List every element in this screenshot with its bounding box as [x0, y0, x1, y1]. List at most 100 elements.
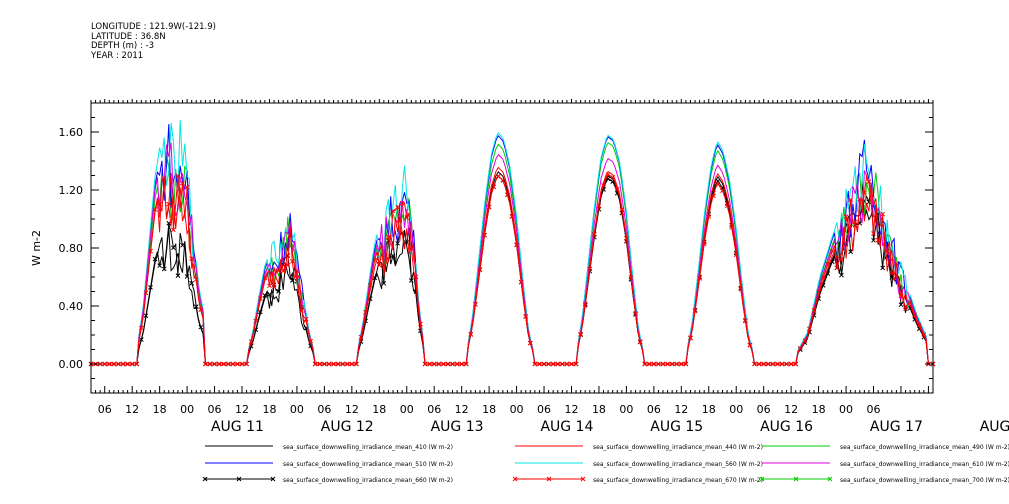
series-marker-6 — [184, 274, 190, 279]
series-marker-7 — [669, 361, 675, 367]
series-marker-7 — [532, 361, 538, 367]
series-marker-7 — [239, 361, 245, 367]
series-marker-7 — [546, 361, 551, 367]
x-tick-label: 18 — [592, 403, 606, 416]
legend-label: sea_surface_downwelling_irradiance_mean_… — [840, 461, 1009, 468]
series-marker-7 — [138, 325, 144, 331]
series-marker-7 — [747, 342, 753, 348]
series-marker-6 — [152, 256, 158, 262]
series-marker-6 — [408, 278, 414, 283]
series-marker-7 — [921, 332, 927, 337]
series-marker-7 — [610, 174, 616, 180]
series-marker-7 — [578, 331, 583, 337]
series-marker-7 — [477, 267, 483, 273]
latitude-text: LATITUDE : 36.8N — [91, 31, 166, 42]
series-marker-7 — [404, 215, 410, 220]
series-marker-7 — [125, 361, 130, 367]
x-tick-label: 18 — [702, 403, 716, 416]
series-marker-7 — [889, 270, 895, 276]
series-marker-7 — [235, 361, 240, 367]
series-marker-7 — [340, 361, 346, 367]
legend-marker — [202, 476, 208, 482]
series-marker-6 — [395, 240, 400, 246]
metadata-header: LONGITUDE : 121.9W(-121.9) LATITUDE : 36… — [91, 22, 216, 61]
series-marker-7 — [706, 214, 712, 219]
y-tick-label: 1.60 — [59, 126, 84, 139]
series-marker-7 — [898, 293, 904, 299]
series-marker-7 — [276, 268, 281, 274]
x-tick-label: 06 — [427, 403, 441, 416]
x-tick-label: 12 — [125, 403, 139, 416]
series-marker-7 — [614, 186, 620, 192]
x-tick-label: 06 — [208, 403, 222, 416]
x-day-label: AUG 14 — [540, 419, 593, 435]
legend-label: sea_surface_downwelling_irradiance_mean_… — [283, 477, 453, 484]
series-marker-7 — [436, 361, 442, 367]
series-marker-7 — [770, 361, 776, 367]
series-marker-7 — [642, 361, 648, 367]
series-marker-7 — [733, 252, 739, 258]
series-marker-7 — [683, 361, 689, 367]
legend-marker — [580, 476, 586, 482]
series-marker-7 — [605, 172, 611, 177]
series-marker-7 — [852, 219, 858, 225]
series-marker-6 — [171, 245, 176, 251]
series-marker-7 — [816, 289, 821, 295]
x-tick-label: 06 — [867, 403, 881, 416]
y-tick-label: 0.00 — [59, 358, 84, 371]
series-marker-7 — [518, 279, 524, 285]
series-marker-7 — [372, 257, 378, 263]
series-marker-7 — [738, 286, 744, 292]
series-marker-7 — [559, 361, 565, 367]
series-marker-7 — [161, 176, 167, 181]
series-marker-7 — [106, 361, 112, 367]
x-tick-label: 18 — [372, 403, 386, 416]
series-marker-7 — [459, 361, 465, 367]
legend-label: sea_surface_downwelling_irradiance_mean_… — [840, 444, 1009, 451]
series-marker-7 — [797, 345, 803, 351]
legend-marker — [236, 476, 242, 482]
series-marker-7 — [129, 361, 135, 367]
x-tick-label: 06 — [647, 403, 661, 416]
series-marker-7 — [834, 265, 840, 271]
series-marker-7 — [399, 200, 405, 206]
legend-marker — [793, 476, 799, 482]
series-marker-7 — [907, 300, 913, 305]
x-tick-label: 06 — [537, 403, 551, 416]
series-marker-7 — [230, 361, 236, 367]
series-marker-7 — [244, 361, 249, 367]
legend-label: sea_surface_downwelling_irradiance_mean_… — [593, 444, 763, 451]
series-marker-7 — [509, 213, 515, 219]
legend-label: sea_surface_downwelling_irradiance_mean_… — [593, 461, 763, 468]
series-marker-7 — [193, 277, 199, 282]
series-marker-6 — [161, 266, 167, 272]
x-tick-label: 12 — [784, 403, 798, 416]
series-marker-7 — [386, 234, 391, 240]
x-tick-label: 00 — [510, 403, 524, 416]
series-marker-7 — [802, 338, 808, 343]
x-tick-label: 12 — [235, 403, 249, 416]
series-marker-6 — [175, 273, 181, 278]
series-marker-7 — [573, 361, 579, 367]
series-marker-7 — [184, 184, 190, 190]
series-marker-7 — [102, 361, 108, 367]
series-marker-7 — [848, 197, 853, 203]
series-marker-6 — [180, 242, 185, 248]
series-marker-6 — [198, 324, 204, 330]
series-marker-7 — [825, 261, 831, 267]
series-marker-7 — [916, 322, 922, 328]
series-marker-7 — [701, 241, 707, 247]
series-marker-7 — [354, 361, 359, 367]
x-day-label: AUG 17 — [870, 419, 923, 435]
series-marker-6 — [889, 275, 895, 280]
legend-label: sea_surface_downwelling_irradiance_mean_… — [840, 477, 1009, 484]
y-axis-label: W m-2 — [30, 230, 43, 266]
series-marker-7 — [376, 262, 382, 268]
x-day-label: AUG 12 — [321, 419, 374, 435]
series-marker-7 — [143, 290, 149, 296]
series-marker-7 — [912, 312, 918, 318]
series-marker-7 — [710, 193, 716, 199]
legend-marker — [759, 476, 765, 482]
series-marker-7 — [688, 335, 693, 341]
series-marker-7 — [257, 296, 263, 301]
